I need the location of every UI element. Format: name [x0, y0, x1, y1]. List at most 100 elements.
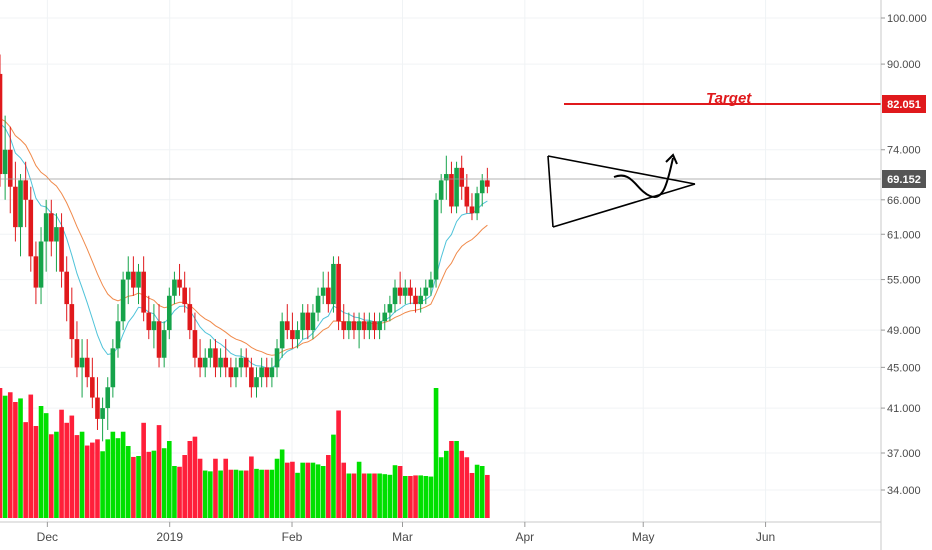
volume-bar	[131, 456, 136, 518]
volume-bar	[202, 470, 208, 518]
volume-bar	[382, 474, 388, 518]
y-tick-label: 61.000	[887, 229, 921, 241]
candle-body	[300, 312, 305, 331]
candle-body	[218, 357, 223, 368]
volume-bar	[125, 446, 131, 518]
volume-bar	[146, 451, 152, 518]
x-tick-label: May	[632, 530, 655, 544]
x-tick-label: Mar	[392, 530, 413, 544]
candle-body	[387, 304, 393, 313]
volume-bar	[356, 461, 362, 518]
candle-body	[413, 295, 418, 305]
candle-body	[464, 186, 470, 207]
candle-body	[336, 263, 341, 322]
volume-bar	[444, 450, 449, 518]
x-tick-label: Jun	[756, 530, 775, 544]
y-tick-label: 66.000	[887, 195, 921, 207]
svg-text:82.051: 82.051	[887, 99, 921, 111]
candle-body	[408, 287, 413, 296]
volume-bar	[208, 471, 213, 518]
time-axis[interactable]: Dec 2019 Feb Mar Apr May Jun	[37, 522, 776, 544]
volume-bar	[351, 473, 357, 518]
candle-body	[315, 295, 321, 313]
candle-body	[166, 295, 172, 331]
volume-bar	[172, 466, 177, 518]
candle-body	[187, 304, 193, 331]
volume-bar	[13, 402, 18, 518]
volume-bar	[341, 462, 347, 518]
volume-bar	[120, 431, 126, 518]
volume-bar	[377, 473, 382, 518]
candle-body	[305, 312, 311, 331]
volume-bar	[474, 464, 480, 518]
volume-bar	[295, 472, 300, 518]
candle-body	[141, 271, 146, 313]
candle-body	[228, 367, 234, 378]
volume-bar	[0, 388, 3, 518]
y-tick-label: 74.000	[887, 145, 921, 157]
volume-bar	[69, 415, 75, 518]
candle-body	[397, 287, 403, 296]
candle-body	[367, 321, 372, 331]
volume-bar	[243, 470, 249, 518]
candle-body	[326, 287, 331, 305]
volume-bar	[18, 398, 23, 518]
y-tick-label: 34.000	[887, 485, 921, 497]
candle-body	[146, 312, 152, 331]
candle-body	[233, 367, 239, 378]
candle-body	[7, 149, 13, 187]
y-tick-label: 41.000	[887, 403, 921, 415]
candle-body	[438, 180, 444, 200]
triangle-pattern	[547, 155, 696, 228]
candle-body	[418, 295, 423, 305]
candle-body	[372, 321, 377, 331]
volume-bar	[141, 422, 146, 518]
candle-body	[351, 321, 357, 331]
volume-bar	[254, 468, 259, 518]
candle-body	[38, 241, 44, 288]
candle-body	[259, 367, 264, 378]
candle-body	[18, 180, 23, 228]
candle-body	[90, 377, 95, 398]
target-price-badge: 82.051	[882, 95, 926, 113]
candle-body	[459, 167, 465, 187]
volume-bar	[48, 434, 54, 518]
x-tick-label: Feb	[282, 530, 303, 544]
candle-body	[274, 348, 280, 368]
candle-body	[125, 271, 131, 280]
volume-bars	[0, 388, 490, 518]
volume-bar	[259, 469, 264, 518]
candle-body	[177, 279, 182, 288]
candle-body	[13, 186, 18, 228]
volume-bar	[279, 449, 285, 518]
volume-bar	[249, 456, 254, 518]
candle-body	[223, 357, 229, 368]
volume-bar	[331, 434, 336, 518]
volume-bar	[469, 472, 475, 518]
candle-body	[48, 213, 54, 242]
candle-body	[454, 167, 459, 207]
candle-body	[295, 330, 300, 340]
volume-bar	[438, 457, 444, 518]
candle-body	[74, 339, 80, 368]
volume-bar	[110, 431, 116, 518]
y-tick-label: 100.000	[887, 13, 927, 25]
candle-body	[95, 397, 100, 419]
candle-body	[377, 321, 382, 331]
candle-body	[249, 367, 254, 388]
candle-body	[161, 330, 167, 358]
volume-bar	[336, 410, 341, 518]
candle-body	[192, 330, 198, 358]
candle-body	[310, 312, 316, 331]
candle-body	[469, 206, 475, 214]
volume-bar	[397, 466, 403, 518]
candle-body	[182, 287, 187, 305]
price-axis[interactable]: 100.000 90.000 74.000 66.000 61.000 55.000 49.…	[881, 13, 927, 497]
volume-bar	[59, 409, 64, 518]
candle-body	[156, 321, 162, 358]
volume-bar	[187, 441, 193, 518]
candle-body	[28, 199, 34, 257]
candle-body	[84, 357, 90, 378]
volume-bar	[166, 441, 172, 518]
